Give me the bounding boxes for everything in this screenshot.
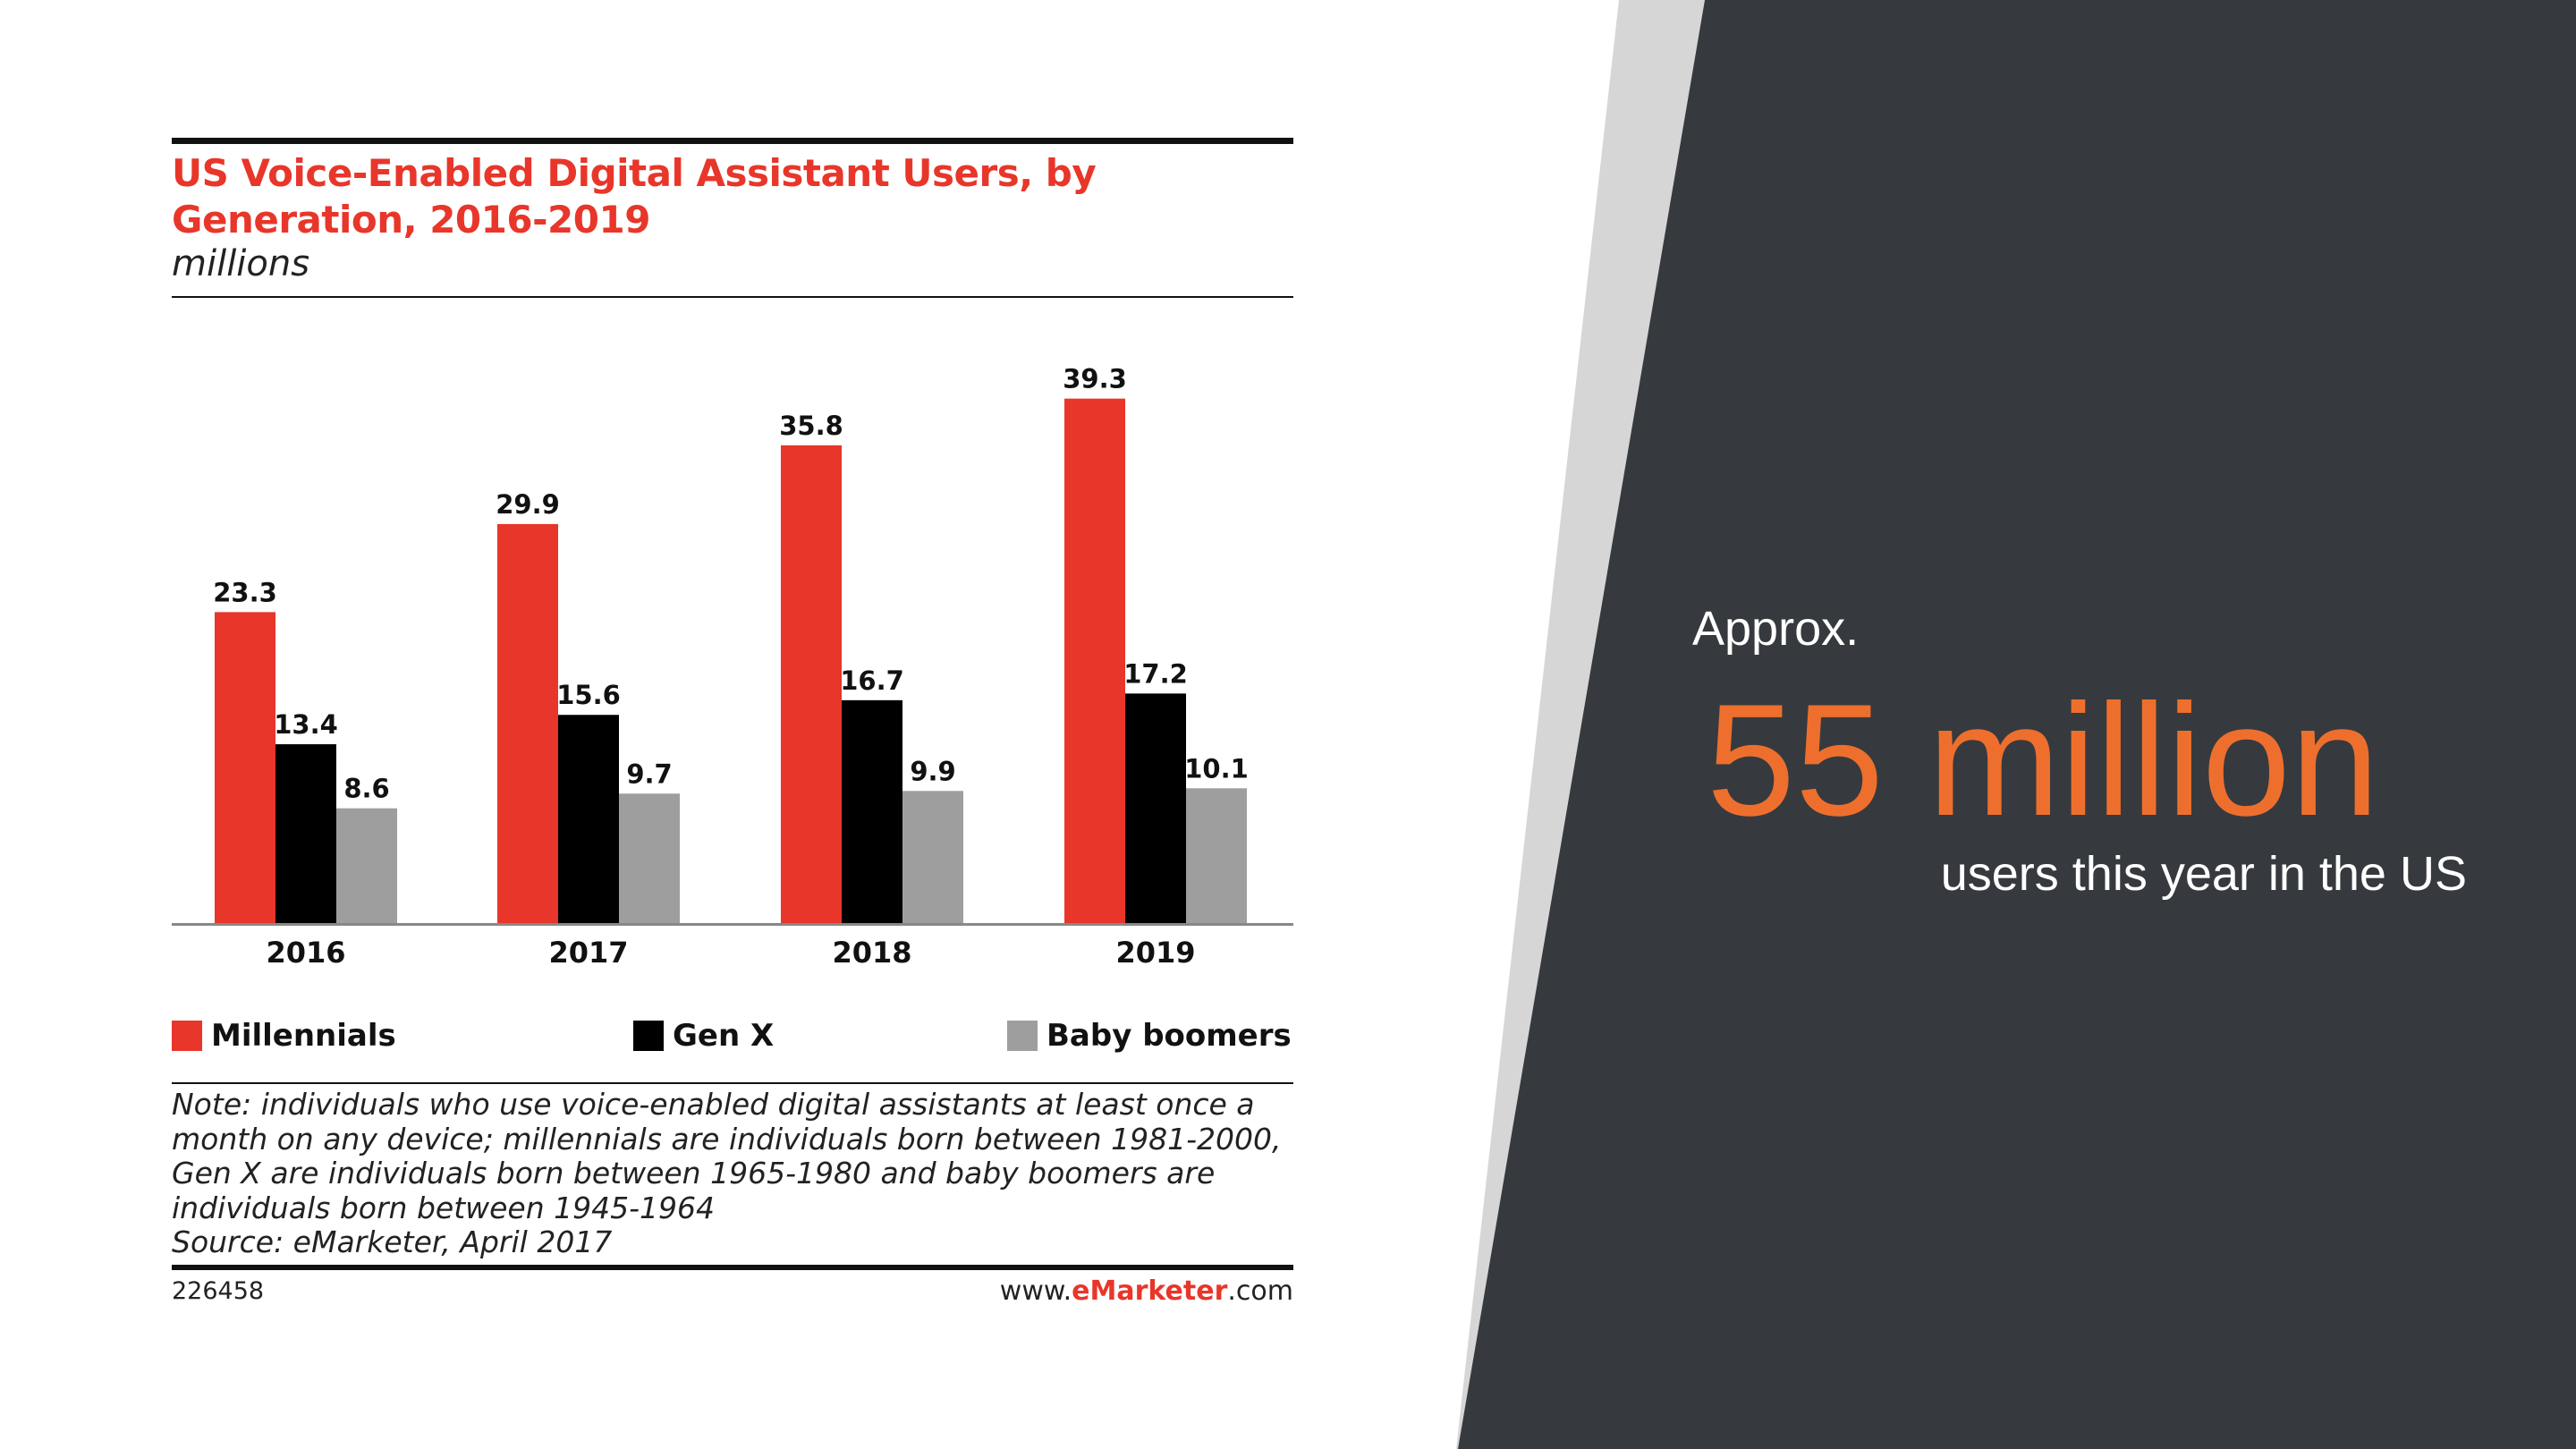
chart-id: 226458 (172, 1277, 265, 1305)
chart-legend: Millennials Gen X Baby boomers (172, 1018, 1293, 1063)
note-line: individuals born between 1945-1964 (172, 1190, 716, 1225)
bar (497, 523, 558, 923)
note-rule (172, 1082, 1293, 1084)
legend-label-millennials: Millennials (211, 1018, 396, 1054)
data-label: 9.7 (626, 758, 672, 789)
note-line: Gen X are individuals born between 1965-… (172, 1156, 1216, 1191)
bar (558, 715, 619, 923)
dark-panel (1458, 0, 2576, 1449)
bar (902, 791, 963, 923)
bar (1064, 398, 1125, 923)
bottom-rule (172, 1265, 1293, 1270)
site-prefix: www. (999, 1275, 1072, 1307)
data-label: 10.1 (1184, 753, 1249, 784)
bar (1125, 693, 1186, 923)
data-label: 8.6 (343, 774, 389, 804)
bar (275, 744, 336, 923)
x-tick-label: 2019 (1115, 936, 1195, 970)
chart-title: US Voice-Enabled Digital Assistant Users… (172, 151, 1097, 242)
x-tick-label: 2018 (832, 936, 911, 970)
chart-panel: US Voice-Enabled Digital Assistant Users… (172, 138, 1293, 1318)
chart-subtitle: millions (172, 243, 310, 284)
site-suffix: .com (1227, 1275, 1293, 1307)
legend-swatch-gen-x (633, 1021, 664, 1051)
bar (781, 445, 842, 923)
x-axis-line (172, 923, 1293, 926)
data-label: 23.3 (213, 577, 277, 607)
x-tick-label: 2016 (266, 936, 345, 970)
legend-swatch-baby-boomers (1007, 1021, 1038, 1051)
bar (1186, 788, 1247, 923)
note-line: month on any device; millennials are ind… (172, 1121, 1282, 1157)
legend-item-baby-boomers: Baby boomers (1007, 1018, 1292, 1054)
title-rule (172, 296, 1293, 298)
bar-chart-plot: 23.3 13.4 8.6 2016 29.9 15.6 9.7 2017 35.8 16.7 9.… (172, 364, 1293, 970)
legend-label-gen-x: Gen X (673, 1018, 775, 1054)
site-brand: eMarketer (1072, 1275, 1228, 1307)
data-label: 17.2 (1123, 658, 1188, 689)
stat-approx-label: Approx. (1692, 602, 1860, 656)
top-rule (172, 138, 1293, 144)
chart-note: Note: individuals who use voice-enabled … (172, 1087, 1293, 1260)
legend-swatch-millennials (172, 1021, 202, 1051)
data-label: 15.6 (556, 680, 621, 710)
legend-item-millennials: Millennials (172, 1018, 396, 1054)
source-site: www.eMarketer.com (1000, 1275, 1293, 1307)
bar (619, 793, 680, 923)
legend-item-gen-x: Gen X (633, 1018, 774, 1054)
note-line: Note: individuals who use voice-enabled … (172, 1087, 1255, 1122)
data-label: 39.3 (1063, 364, 1127, 394)
data-label: 16.7 (840, 665, 904, 696)
x-tick-label: 2017 (548, 936, 628, 970)
data-label: 35.8 (779, 411, 843, 441)
legend-label-baby-boomers: Baby boomers (1046, 1018, 1292, 1054)
bar (336, 808, 397, 923)
data-label: 9.9 (910, 756, 955, 786)
gray-stripe (1456, 0, 1705, 1449)
data-label: 29.9 (496, 489, 560, 520)
bar (842, 699, 902, 923)
data-label: 13.4 (274, 709, 338, 740)
bar (215, 612, 275, 923)
stat-value: 55 million (1707, 671, 2379, 849)
stat-caption: users this year in the US (1940, 847, 2467, 901)
source-line: Source: eMarketer, April 2017 (172, 1224, 613, 1259)
